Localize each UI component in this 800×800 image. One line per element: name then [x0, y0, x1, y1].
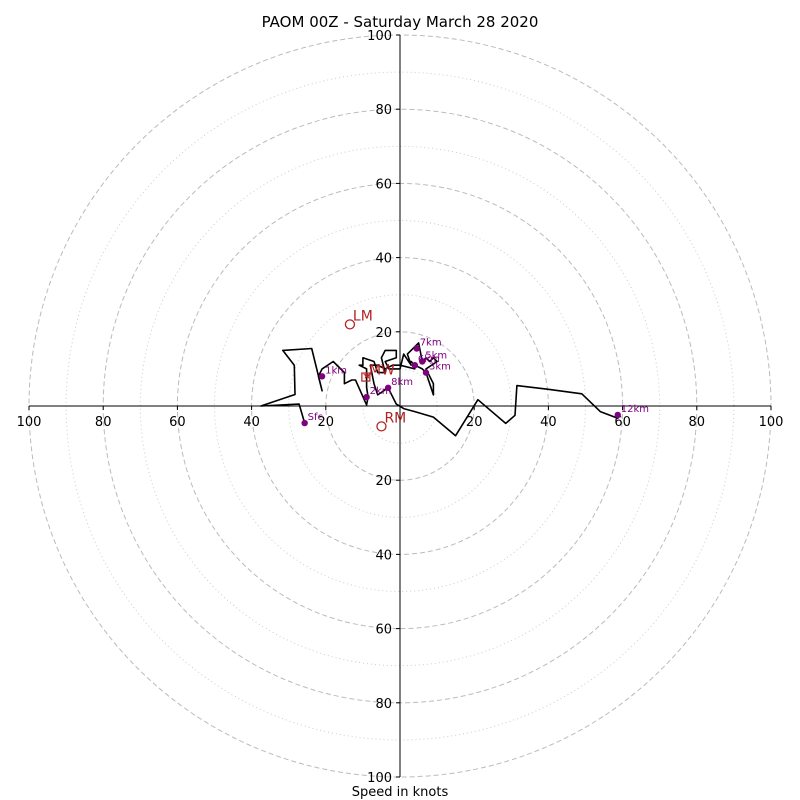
height-label-sfc: Sfc — [308, 412, 323, 423]
chart-title: PAOM 00Z - Saturday March 28 2020 — [262, 13, 539, 31]
y-tick-label-top-100: 100 — [367, 29, 392, 44]
y-tick-label-bottom-80: 80 — [375, 697, 392, 712]
height-label-6km: 6km — [418, 354, 440, 365]
storm-marker-mw — [363, 371, 371, 379]
height-marker-12km — [614, 411, 621, 419]
x-tick-label-right-100: 100 — [759, 415, 784, 430]
storm-motion-markers: LM MW RM — [344, 308, 406, 432]
x-tick-label-right-60: 60 — [614, 415, 631, 430]
x-tick-label-left-100: 100 — [17, 415, 42, 430]
storm-label-rm: RM — [384, 410, 406, 426]
x-axis-label: Speed in knots — [352, 785, 449, 800]
height-label-7km: 7km — [420, 337, 442, 348]
storm-marker-rm — [376, 421, 387, 432]
height-marker-5km — [419, 358, 426, 365]
x-tick-label-left-60: 60 — [169, 415, 186, 430]
x-tick-label-right-40: 40 — [540, 415, 557, 430]
y-tick-label-top-80: 80 — [375, 103, 392, 118]
height-label-8km: 8km — [391, 377, 413, 388]
height-marker-7km — [413, 345, 420, 352]
height-marker-6km — [411, 361, 419, 369]
height-label-5km: 5km — [425, 350, 447, 361]
height-label-2km: 2km — [370, 386, 392, 397]
y-tick-label-top-40: 40 — [375, 252, 392, 267]
x-tick-label-left-20: 20 — [318, 415, 335, 430]
x-tick-label-left-80: 80 — [95, 415, 112, 430]
x-tick-label-right-80: 80 — [689, 415, 706, 430]
y-tick-label-top-60: 60 — [375, 177, 392, 192]
y-tick-label-bottom-20: 20 — [375, 474, 392, 489]
y-tick-label-bottom-40: 40 — [375, 548, 392, 563]
height-label-3km: 3km — [429, 362, 451, 373]
height-marker-8km — [384, 384, 392, 392]
height-marker-3km — [422, 369, 430, 376]
x-tick-label-left-40: 40 — [243, 415, 260, 430]
y-tick-label-bottom-60: 60 — [375, 623, 392, 638]
storm-label-mw: MW — [369, 363, 395, 379]
storm-marker-lm — [344, 319, 356, 330]
y-tick-label-top-20: 20 — [375, 326, 392, 341]
storm-marker-dtm — [361, 372, 371, 382]
tick-labels: 100 80 60 40 20 20 40 60 80 100 20 40 60 80 100 20 40 60 8… — [17, 29, 784, 786]
hodograph-line — [260, 342, 621, 437]
storm-label-lm: LM — [353, 308, 373, 324]
height-marker-sfc — [301, 419, 308, 427]
hodograph-trace — [260, 342, 621, 437]
x-tick-label-right-20: 20 — [466, 415, 483, 430]
height-label-1km: 1km — [325, 365, 347, 376]
height-label-12km: 12km — [621, 404, 649, 415]
y-tick-label-bottom-100: 100 — [367, 771, 392, 786]
height-marker-1km — [318, 373, 326, 380]
height-marker-2km — [363, 393, 370, 401]
